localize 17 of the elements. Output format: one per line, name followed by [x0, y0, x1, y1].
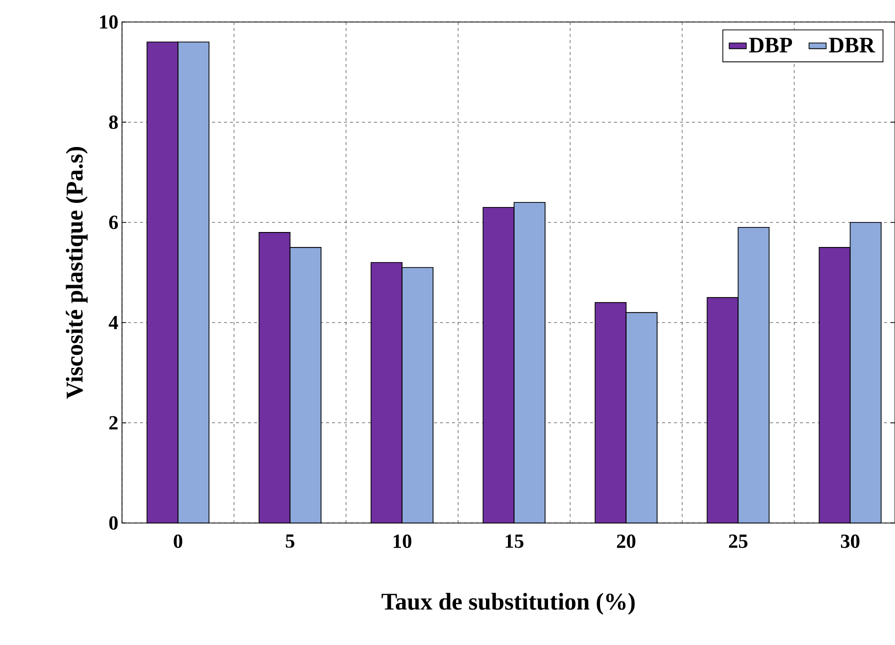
y-tick-label: 6	[109, 216, 118, 230]
y-tick-label: 0	[109, 516, 118, 530]
y-axis-title: Viscosité plastique (Pa.s)	[66, 147, 88, 399]
y-tick-label: 8	[109, 115, 118, 129]
y-tick-label: 2	[109, 416, 118, 430]
x-tick-label: 15	[506, 534, 524, 548]
x-axis-title: Taux de substitution (%)	[382, 592, 635, 615]
y-tick-label: 10	[100, 15, 118, 29]
legend-label: DBP	[749, 38, 792, 52]
legend-label: DBR	[828, 38, 876, 52]
x-tick-label: 20	[616, 534, 636, 548]
y-tick-label: 4	[108, 316, 118, 330]
x-tick-label: 25	[729, 534, 748, 548]
x-tick-label: 30	[840, 534, 860, 548]
x-tick-label: 0	[174, 534, 182, 548]
x-tick-label: 5	[286, 534, 294, 548]
x-tick-label: 10	[394, 534, 412, 548]
